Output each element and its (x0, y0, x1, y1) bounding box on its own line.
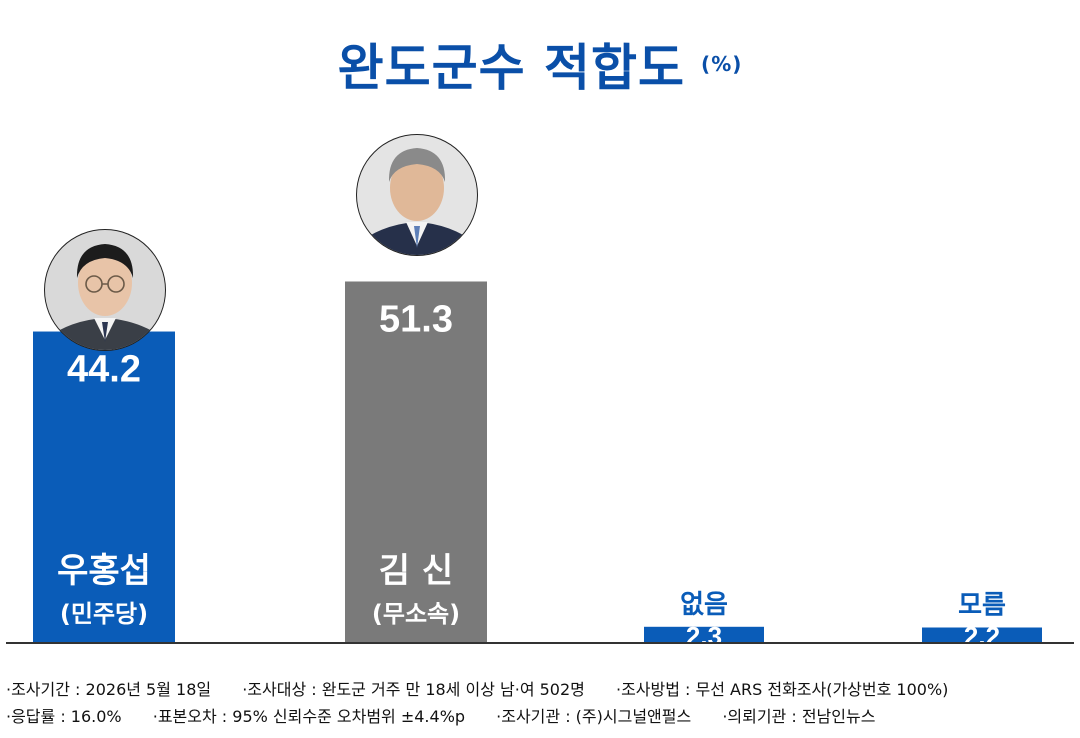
client-agency: ·의뢰기관 : 전남인뉴스 (722, 707, 876, 726)
category-label-2: 김 신 (379, 551, 453, 591)
footer-line-2: ·응답률 : 16.0% ·표본오차 : 95% 신뢰수준 오차범위 ±4.4%… (6, 703, 1076, 730)
category-label-4: 모름 (958, 590, 1006, 620)
response-rate: ·응답률 : 16.0% (6, 707, 122, 726)
title-text: 완도군수 적합도 (337, 39, 686, 97)
candidate-photo-1 (44, 229, 166, 351)
candidate-photo-2 (356, 134, 478, 256)
survey-agency: ·조사기관 : (주)시그널앤펄스 (496, 707, 692, 726)
bar-4 (922, 627, 1042, 643)
plot-area: 44.2 우홍섭 (민주당) 51.3 김 신 (무소속) 2.3없음 2.2모름 (6, 134, 1074, 651)
survey-period: ·조사기간 : 2026년 5월 18일 (6, 680, 212, 699)
chart-title: 완도군수 적합도 (%) (0, 28, 1080, 100)
bar-2 (345, 281, 487, 643)
party-label-1: (민주당) (60, 600, 148, 628)
category-label-3: 없음 (680, 590, 728, 620)
unit-label: (%) (701, 52, 743, 76)
footer-line-1: ·조사기간 : 2026년 5월 18일 ·조사대상 : 완도군 거주 만 18… (6, 676, 1076, 703)
value-label-3: 2.3 (686, 621, 722, 651)
value-label-4: 2.2 (964, 621, 1000, 651)
survey-footer: ·조사기간 : 2026년 5월 18일 ·조사대상 : 완도군 거주 만 18… (6, 676, 1076, 730)
bar-3 (644, 626, 764, 643)
party-label-2: (무소속) (372, 600, 460, 628)
sampling-error: ·표본오차 : 95% 신뢰수준 오차범위 ±4.4%p (152, 707, 466, 726)
bar-1 (33, 331, 175, 643)
survey-method: ·조사방법 : 무선 ARS 전화조사(가상번호 100%) (615, 680, 949, 699)
category-label-1: 우홍섭 (57, 551, 151, 591)
survey-target: ·조사대상 : 완도군 거주 만 18세 이상 남·여 502명 (242, 680, 585, 699)
value-label-2: 51.3 (379, 298, 453, 340)
value-label-1: 44.2 (67, 349, 141, 391)
